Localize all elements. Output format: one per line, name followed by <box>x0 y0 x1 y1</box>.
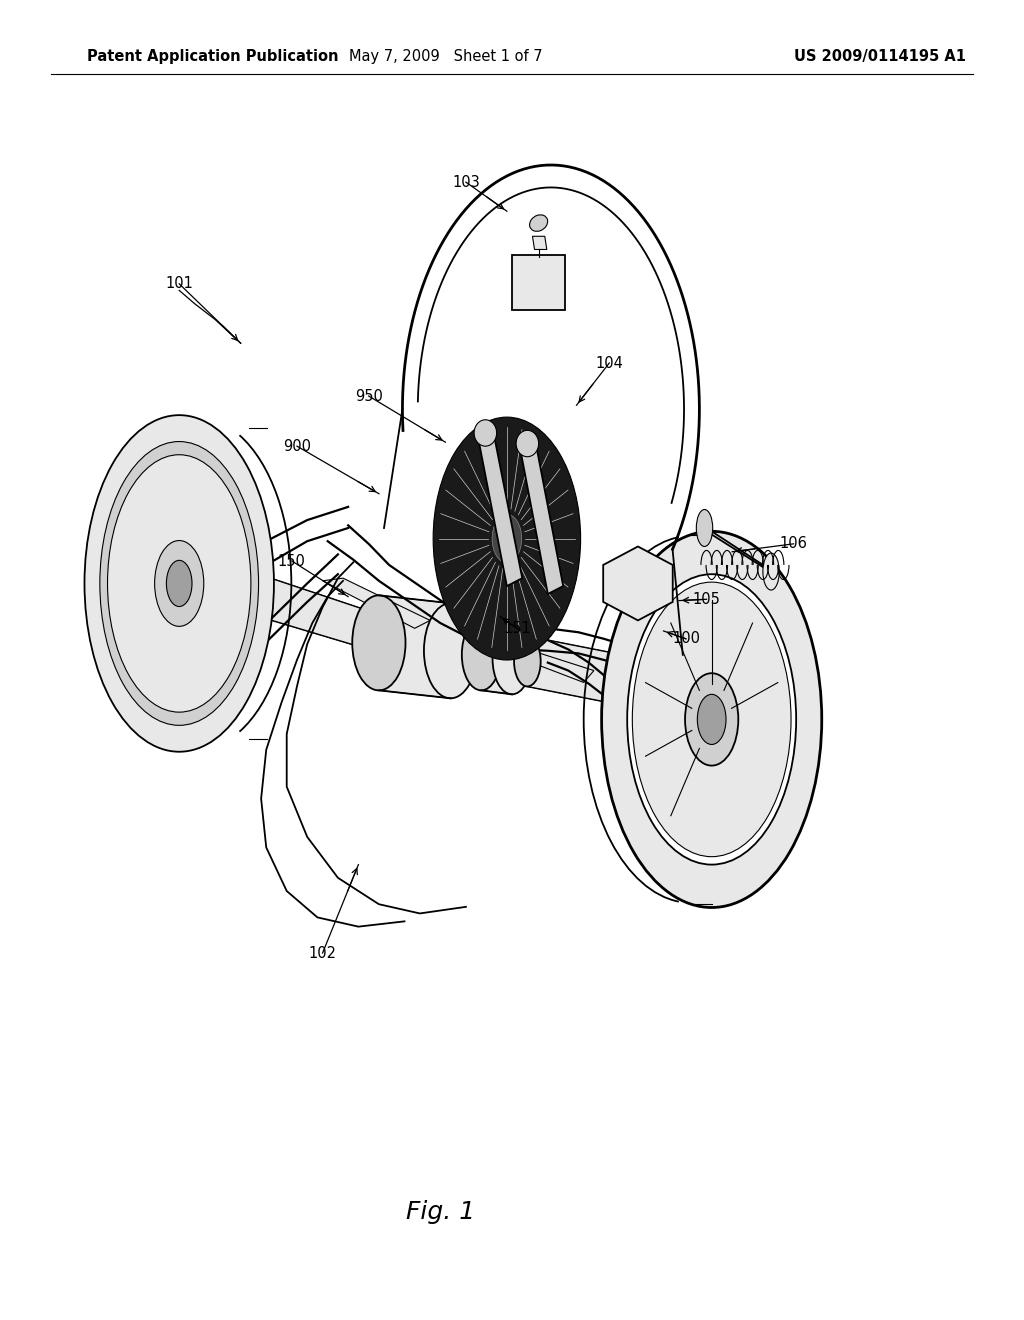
Ellipse shape <box>516 430 539 457</box>
Text: Fig. 1: Fig. 1 <box>406 1200 475 1224</box>
Ellipse shape <box>529 215 548 231</box>
Text: 104: 104 <box>595 355 624 371</box>
Polygon shape <box>603 546 673 620</box>
Polygon shape <box>532 236 547 249</box>
Ellipse shape <box>611 557 640 610</box>
Ellipse shape <box>493 515 521 562</box>
Polygon shape <box>215 560 404 660</box>
Text: May 7, 2009   Sheet 1 of 7: May 7, 2009 Sheet 1 of 7 <box>348 49 543 65</box>
Text: US 2009/0114195 A1: US 2009/0114195 A1 <box>794 49 966 65</box>
Text: 100: 100 <box>672 631 700 647</box>
Ellipse shape <box>433 417 581 660</box>
Text: 106: 106 <box>779 536 808 552</box>
Ellipse shape <box>474 420 497 446</box>
Polygon shape <box>459 465 571 583</box>
Text: 103: 103 <box>452 174 480 190</box>
Ellipse shape <box>462 619 501 690</box>
Ellipse shape <box>84 414 273 752</box>
Ellipse shape <box>108 454 251 713</box>
Ellipse shape <box>166 560 193 607</box>
Text: 101: 101 <box>165 276 194 292</box>
Ellipse shape <box>155 541 204 627</box>
Ellipse shape <box>424 603 477 698</box>
FancyBboxPatch shape <box>512 255 565 310</box>
Text: 950: 950 <box>354 388 383 404</box>
Text: 105: 105 <box>692 591 721 607</box>
Polygon shape <box>520 442 563 594</box>
Ellipse shape <box>514 636 541 686</box>
Ellipse shape <box>632 582 791 857</box>
Ellipse shape <box>352 595 406 690</box>
Text: 150: 150 <box>278 553 306 569</box>
Text: 900: 900 <box>283 438 311 454</box>
Ellipse shape <box>601 531 822 908</box>
Text: 151: 151 <box>503 620 531 636</box>
Ellipse shape <box>696 510 713 546</box>
Polygon shape <box>435 623 594 682</box>
Text: Patent Application Publication: Patent Application Publication <box>87 49 339 65</box>
Ellipse shape <box>697 694 726 744</box>
Polygon shape <box>701 528 773 572</box>
Ellipse shape <box>627 574 797 865</box>
Polygon shape <box>527 636 614 704</box>
Polygon shape <box>323 578 430 628</box>
Ellipse shape <box>685 673 738 766</box>
Ellipse shape <box>99 441 258 725</box>
Text: 102: 102 <box>308 945 337 961</box>
Polygon shape <box>379 595 451 698</box>
Polygon shape <box>481 619 512 694</box>
Ellipse shape <box>493 623 531 694</box>
Polygon shape <box>478 433 522 586</box>
Ellipse shape <box>763 553 779 590</box>
